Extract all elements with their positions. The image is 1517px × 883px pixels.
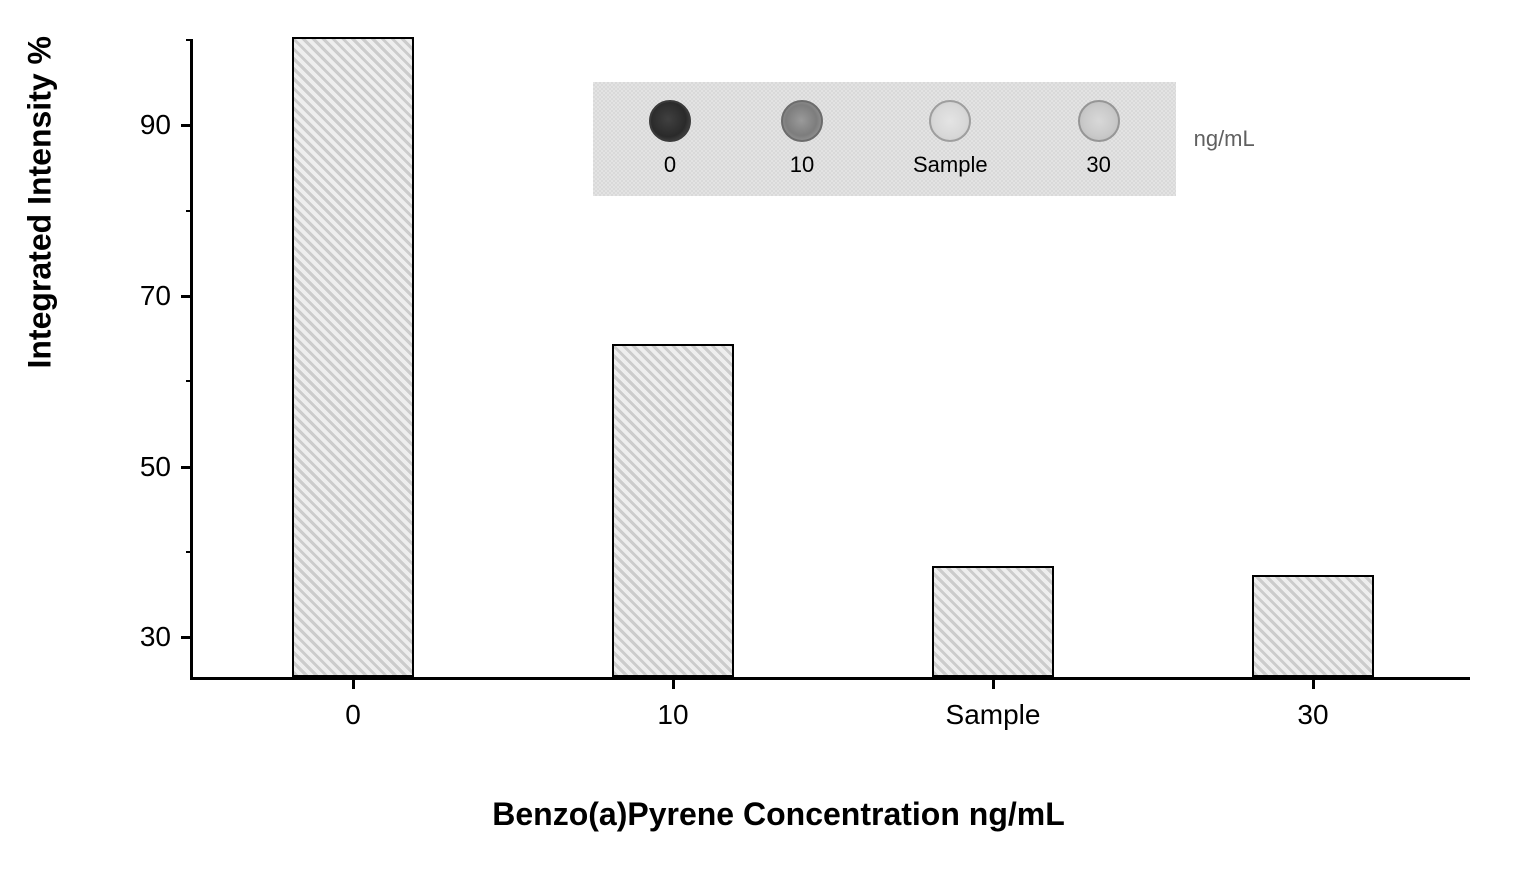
y-tick [181, 466, 193, 469]
y-axis-label: Integrated Intensity % [22, 36, 59, 369]
inset-dot [1078, 100, 1120, 142]
y-tick-label: 70 [140, 280, 171, 312]
inset-dot-wrap: 0 [649, 100, 691, 178]
inset-dot-wrap: Sample [913, 100, 988, 178]
bar [612, 344, 734, 677]
inset-panel: 0 10 Sample 30 ng/mL [593, 82, 1255, 196]
x-tick-label: 0 [345, 699, 361, 731]
y-tick-minor [186, 210, 193, 212]
y-tick [181, 295, 193, 298]
inset-unit-label: ng/mL [1194, 126, 1255, 152]
inset-dot [781, 100, 823, 142]
y-tick-label: 90 [140, 109, 171, 141]
inset-dot [929, 100, 971, 142]
inset-dot-label: 30 [1086, 152, 1110, 178]
x-tick [992, 677, 995, 689]
x-tick [1312, 677, 1315, 689]
chart-container: Integrated Intensity % Benzo(a)Pyrene Co… [20, 20, 1517, 863]
inset-dot-label: Sample [913, 152, 988, 178]
x-tick [672, 677, 675, 689]
inset-dot-wrap: 10 [781, 100, 823, 178]
y-tick [181, 124, 193, 127]
inset-dot-label: 0 [664, 152, 676, 178]
x-tick-label: 30 [1297, 699, 1328, 731]
y-tick-minor [186, 39, 193, 41]
x-axis-label: Benzo(a)Pyrene Concentration ng/mL [492, 796, 1065, 833]
y-tick [181, 636, 193, 639]
inset-strip: 0 10 Sample 30 [593, 82, 1176, 196]
bar [292, 37, 414, 677]
inset-dot-wrap: 30 [1078, 100, 1120, 178]
x-tick [352, 677, 355, 689]
inset-dot [649, 100, 691, 142]
inset-dot-label: 10 [790, 152, 814, 178]
y-tick-minor [186, 380, 193, 382]
bar [932, 566, 1054, 677]
y-tick-minor [186, 551, 193, 553]
y-tick-label: 30 [140, 621, 171, 653]
bar [1252, 575, 1374, 677]
x-tick-label: Sample [946, 699, 1041, 731]
x-tick-label: 10 [657, 699, 688, 731]
plot-area: 010Sample30 ng/mL 30507090010Sample30 [190, 40, 1470, 680]
y-tick-label: 50 [140, 451, 171, 483]
